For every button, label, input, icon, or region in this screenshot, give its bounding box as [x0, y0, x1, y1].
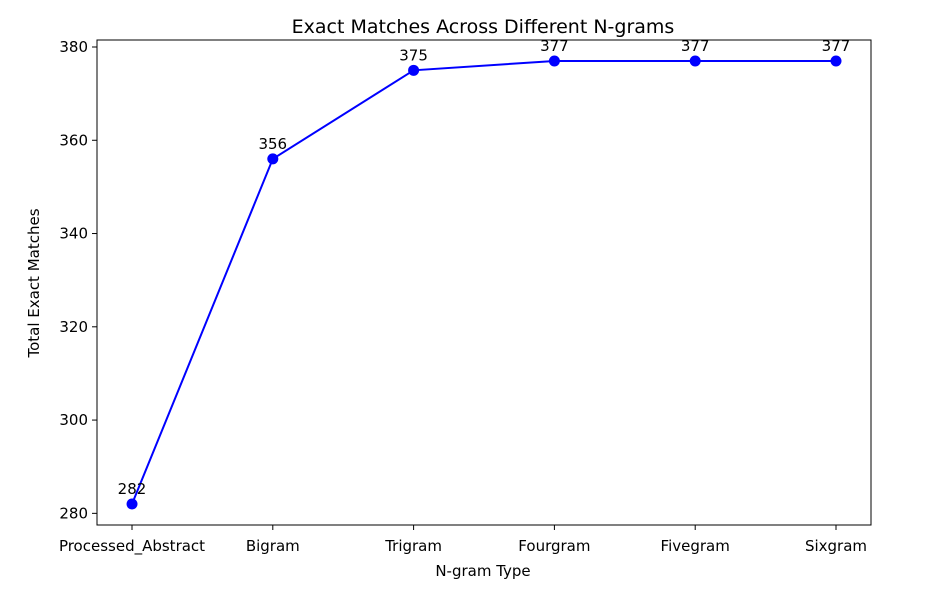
- y-axis-label: Total Exact Matches: [25, 208, 43, 358]
- data-point: [548, 55, 560, 67]
- data-label: 377: [681, 37, 710, 55]
- data-point: [830, 55, 842, 67]
- plot-area: 280 300 320 340 360 380 Processed_Abstract Bigr…: [59, 37, 872, 556]
- y-tick-label: 360: [59, 131, 88, 149]
- data-label: 375: [399, 46, 428, 64]
- x-tick-label: Processed_Abstract: [59, 537, 205, 556]
- x-tick-label: Bigram: [246, 537, 300, 555]
- x-tick-label: Fourgram: [518, 537, 590, 555]
- data-label: 377: [822, 37, 851, 55]
- data-label: 282: [118, 480, 147, 498]
- y-tick-label: 280: [59, 504, 88, 522]
- x-axis-label: N-gram Type: [435, 562, 530, 580]
- y-tick-label: 340: [59, 225, 88, 243]
- series-line: [131, 59, 836, 505]
- y-tick-label: 380: [59, 38, 88, 56]
- data-point: [689, 55, 701, 67]
- data-point: [408, 64, 420, 76]
- data-point: [267, 153, 279, 165]
- plot-frame: [96, 39, 872, 526]
- chart-title: Exact Matches Across Different N-grams: [292, 16, 675, 38]
- x-tick-label: Fivegram: [661, 537, 730, 555]
- x-tick-label: Trigram: [384, 537, 442, 555]
- x-tick-label: Sixgram: [805, 537, 867, 555]
- data-label: 377: [540, 37, 569, 55]
- data-point: [126, 498, 138, 510]
- y-tick-label: 300: [59, 411, 88, 429]
- data-label: 356: [258, 135, 287, 153]
- y-tick-label: 320: [59, 318, 88, 336]
